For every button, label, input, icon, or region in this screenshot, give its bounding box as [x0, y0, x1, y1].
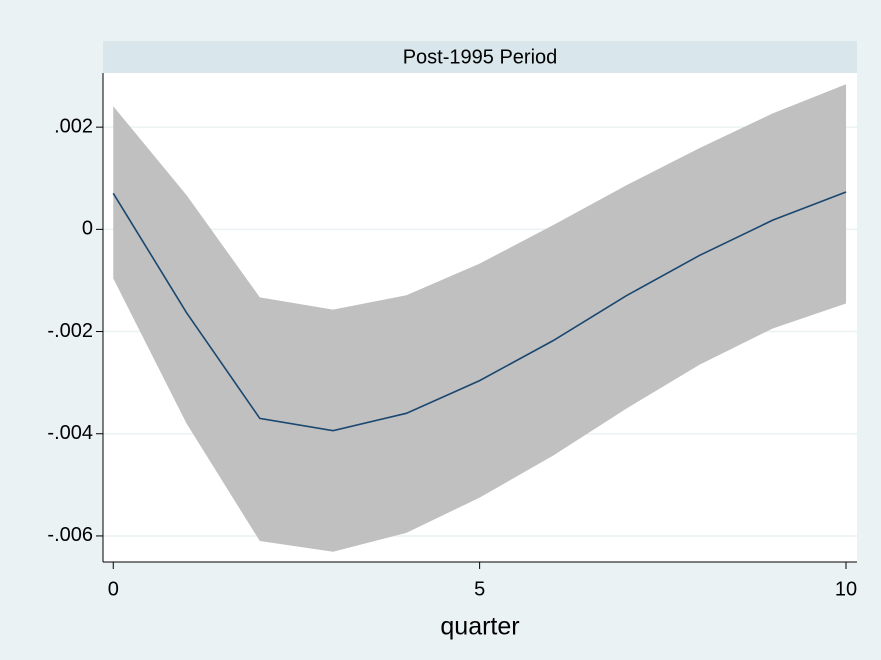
chart-title: Post-1995 Period: [403, 46, 558, 68]
estimate-line: [112, 191, 847, 432]
x-tick-label: 0: [108, 578, 119, 600]
y-tick-label: -.006: [47, 524, 93, 546]
x-tick-label: 5: [474, 578, 485, 600]
x-axis-label: quarter: [440, 613, 519, 641]
title-strip: [103, 41, 857, 73]
x-tick-label: 10: [835, 578, 857, 600]
y-tick-label: -.004: [47, 422, 93, 444]
y-tick-label: 0: [82, 218, 93, 240]
confidence-band: [113, 84, 847, 552]
y-tick-label: .002: [54, 115, 93, 137]
y-tick-label: -.002: [47, 320, 93, 342]
